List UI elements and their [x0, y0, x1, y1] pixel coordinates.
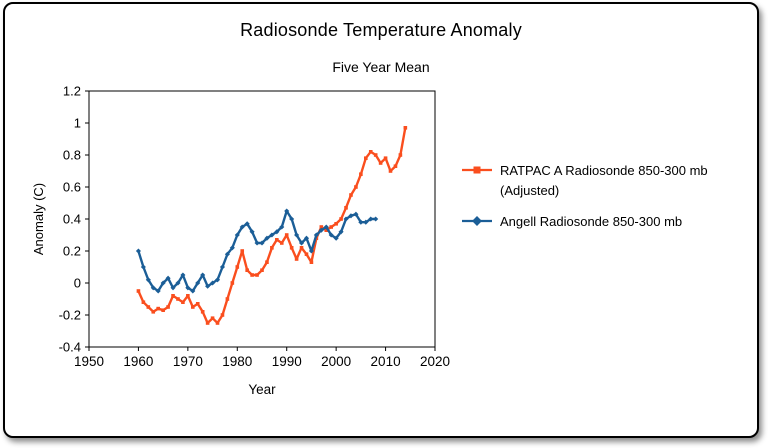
chart-row: -0.4 -0.2 0 0.2 0.4 0.6 0.8 1 1.2 1950 1960 1970 198… [5, 77, 757, 399]
svg-text:Year: Year [248, 382, 276, 397]
legend-swatch-square-icon [462, 166, 492, 174]
legend-item-ratpac: RATPAC A Radiosonde 850-300 mb (Adjusted… [461, 161, 752, 200]
legend-label-angell: Angell Radiosonde 850-300 mb [500, 214, 683, 229]
svg-text:2010: 2010 [371, 354, 401, 369]
svg-text:0.8: 0.8 [63, 148, 81, 163]
svg-text:2000: 2000 [321, 354, 351, 369]
svg-text:0: 0 [74, 276, 81, 291]
svg-text:0.2: 0.2 [63, 244, 81, 259]
chart-title: Radiosonde Temperature Anomaly [240, 20, 522, 40]
plot-area: -0.4 -0.2 0 0.2 0.4 0.6 0.8 1 1.2 1950 1960 1970 198… [31, 84, 450, 398]
svg-text:0.6: 0.6 [63, 180, 81, 195]
svg-text:1960: 1960 [123, 354, 153, 369]
svg-text:2020: 2020 [420, 354, 450, 369]
svg-text:1950: 1950 [74, 354, 104, 369]
svg-text:1990: 1990 [272, 354, 302, 369]
svg-text:-0.4: -0.4 [59, 340, 81, 355]
legend-swatch-diamond-icon [462, 216, 492, 226]
svg-text:0.4: 0.4 [63, 212, 81, 227]
chart-subtitle: Five Year Mean [332, 59, 430, 75]
svg-text:1: 1 [74, 116, 81, 131]
svg-text:1970: 1970 [173, 354, 203, 369]
chart-frame: Radiosonde Temperature Anomaly Five Year… [3, 2, 759, 438]
svg-text:-0.2: -0.2 [59, 308, 81, 323]
legend-item-angell: Angell Radiosonde 850-300 mb [461, 212, 752, 232]
svg-text:1980: 1980 [222, 354, 252, 369]
svg-text:Anomaly (C): Anomaly (C) [31, 183, 46, 255]
legend-label-ratpac: RATPAC A Radiosonde 850-300 mb (Adjusted… [500, 163, 708, 198]
legend: RATPAC A Radiosonde 850-300 mb (Adjusted… [461, 161, 752, 244]
svg-text:1.2: 1.2 [63, 84, 81, 99]
